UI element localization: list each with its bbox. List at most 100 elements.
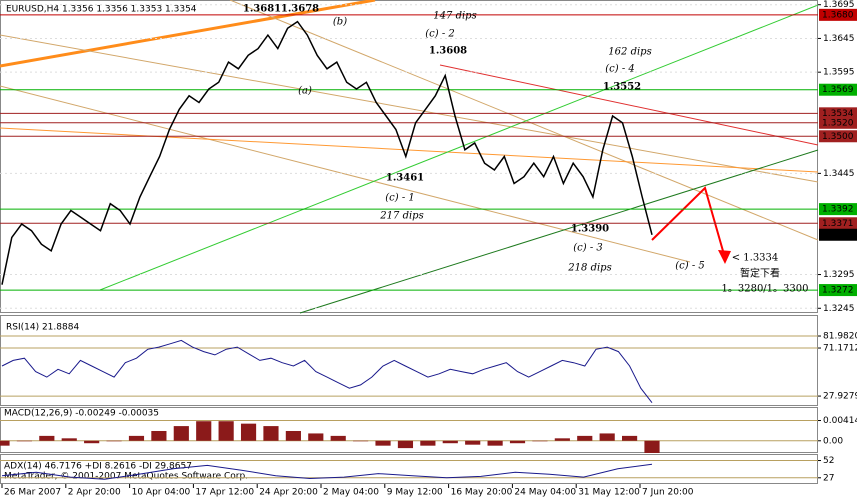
annotation: < 1.3334 (732, 253, 779, 264)
trend-line (0, 127, 819, 173)
x-tick-label: 10 Apr 04:00 (132, 488, 191, 498)
histogram-bar (375, 440, 391, 446)
x-tick-label: 2 Apr 20:00 (68, 488, 121, 498)
level-tag (819, 203, 857, 216)
y-tick-label: 1.3445 (823, 169, 855, 179)
histogram-bar (308, 433, 324, 441)
y-tick-label: 27 (823, 473, 834, 483)
annotation: (a) (298, 86, 312, 97)
annotation: 217 dips (379, 211, 423, 222)
y-tick-label: 81.9820 (823, 332, 857, 342)
level-label: 1.3569 (822, 85, 854, 95)
histogram-bar (487, 440, 503, 446)
current-price-tag (819, 228, 857, 241)
series-line (1, 463, 653, 480)
annotation: 1.3552 (603, 82, 641, 93)
y-tick-label: 52 (823, 456, 834, 466)
annotation: 1.3608 (429, 46, 467, 57)
y-tick-label: 1.3245 (823, 304, 855, 314)
histogram-bar (0, 440, 10, 446)
histogram-bar (151, 430, 167, 441)
histogram-bar (353, 440, 369, 442)
level-tag (819, 8, 857, 21)
y-tick-label: 1.3695 (823, 0, 855, 10)
annotation: (c) - 5 (675, 261, 705, 272)
macd-panel (0, 407, 818, 453)
x-tick-label: 26 Mar 2007 (4, 488, 61, 498)
histogram-bar (465, 440, 481, 445)
level-tag (819, 116, 857, 129)
annotation: 218 dips (567, 263, 611, 274)
trend-line (439, 64, 819, 146)
annotation: 1.3678 (281, 4, 319, 15)
trend-line (229, 0, 819, 241)
level-label: 1.3272 (822, 286, 854, 296)
rsi-title: RSI(14) 21.8884 (6, 323, 79, 333)
level-label: 1.3392 (822, 205, 854, 215)
level-label: 1.3534 (822, 109, 854, 119)
x-tick-label: 24 Apr 20:00 (259, 488, 318, 498)
histogram-bar (196, 421, 212, 441)
annotation: 1。3280/1。3300 (722, 284, 809, 295)
level-tag (819, 130, 857, 143)
level-label: 1.3371 (822, 219, 854, 229)
x-tick-label: 7 Jun 20:00 (642, 488, 694, 498)
histogram-bar (39, 435, 55, 441)
histogram-bar (240, 423, 257, 441)
x-tick-label: 31 May 12:00 (578, 488, 640, 498)
histogram-bar (509, 440, 526, 444)
histogram-bar (84, 440, 100, 444)
x-tick-label: 9 May 12:00 (387, 488, 443, 498)
trend-line (0, 85, 691, 263)
x-tick-label: 16 May 20:00 (451, 488, 513, 498)
y-tick-label: 71.1712 (823, 344, 857, 354)
level-label: 1.3500 (822, 132, 854, 142)
macd-title: MACD(12,26,9) -0.00249 -0.00035 (4, 409, 159, 419)
histogram-bar (622, 435, 638, 441)
panel-borders (0, 0, 818, 484)
histogram-bar (106, 440, 122, 442)
y-tick-label: 1.3645 (823, 34, 855, 44)
trend-line (0, 0, 376, 68)
forecast-arrow (651, 186, 726, 259)
level-tag (819, 83, 857, 96)
current-price: 1.3354 (822, 230, 854, 240)
annotation: 162 dips (608, 47, 651, 58)
x-tick-label: 2 May 04:00 (323, 488, 379, 498)
annotation: 1.3681 (243, 4, 281, 15)
series-line (1, 339, 653, 404)
x-tick-label: 17 Apr 12:00 (195, 488, 254, 498)
histogram-bar (218, 421, 234, 441)
histogram-bar (644, 440, 660, 453)
histogram-bar (577, 435, 593, 441)
y-tick-label: 1.3595 (823, 68, 855, 78)
annotation: (c) - 4 (605, 64, 635, 75)
histogram-bar (285, 430, 301, 441)
y-tick-label: 1.3295 (823, 270, 855, 280)
histogram-bar (173, 426, 189, 441)
level-tag (819, 107, 857, 120)
series-line (1, 20, 653, 285)
histogram-bar (16, 440, 32, 442)
histogram-bar (61, 438, 77, 441)
annotation: 暂定下看 (740, 267, 780, 280)
main-panel (0, 0, 818, 313)
y-tick-label: 0.00414 (823, 416, 857, 426)
level-label: 1.3680 (822, 10, 854, 20)
trend-lines (0, 0, 819, 314)
histogram-bar (263, 426, 279, 441)
trend-line (99, 4, 819, 291)
histogram-bar (599, 433, 615, 441)
histogram-bar (554, 438, 570, 441)
level-tag (819, 284, 857, 297)
annotation: (b) (333, 17, 347, 28)
level-label: 1.3520 (822, 118, 854, 128)
histogram-bar (330, 435, 346, 441)
annotation: 1.3390 (571, 224, 609, 235)
annotation: (c) - 3 (573, 243, 603, 254)
histogram-bar (442, 440, 458, 444)
annotation: (c) - 2 (425, 29, 455, 40)
